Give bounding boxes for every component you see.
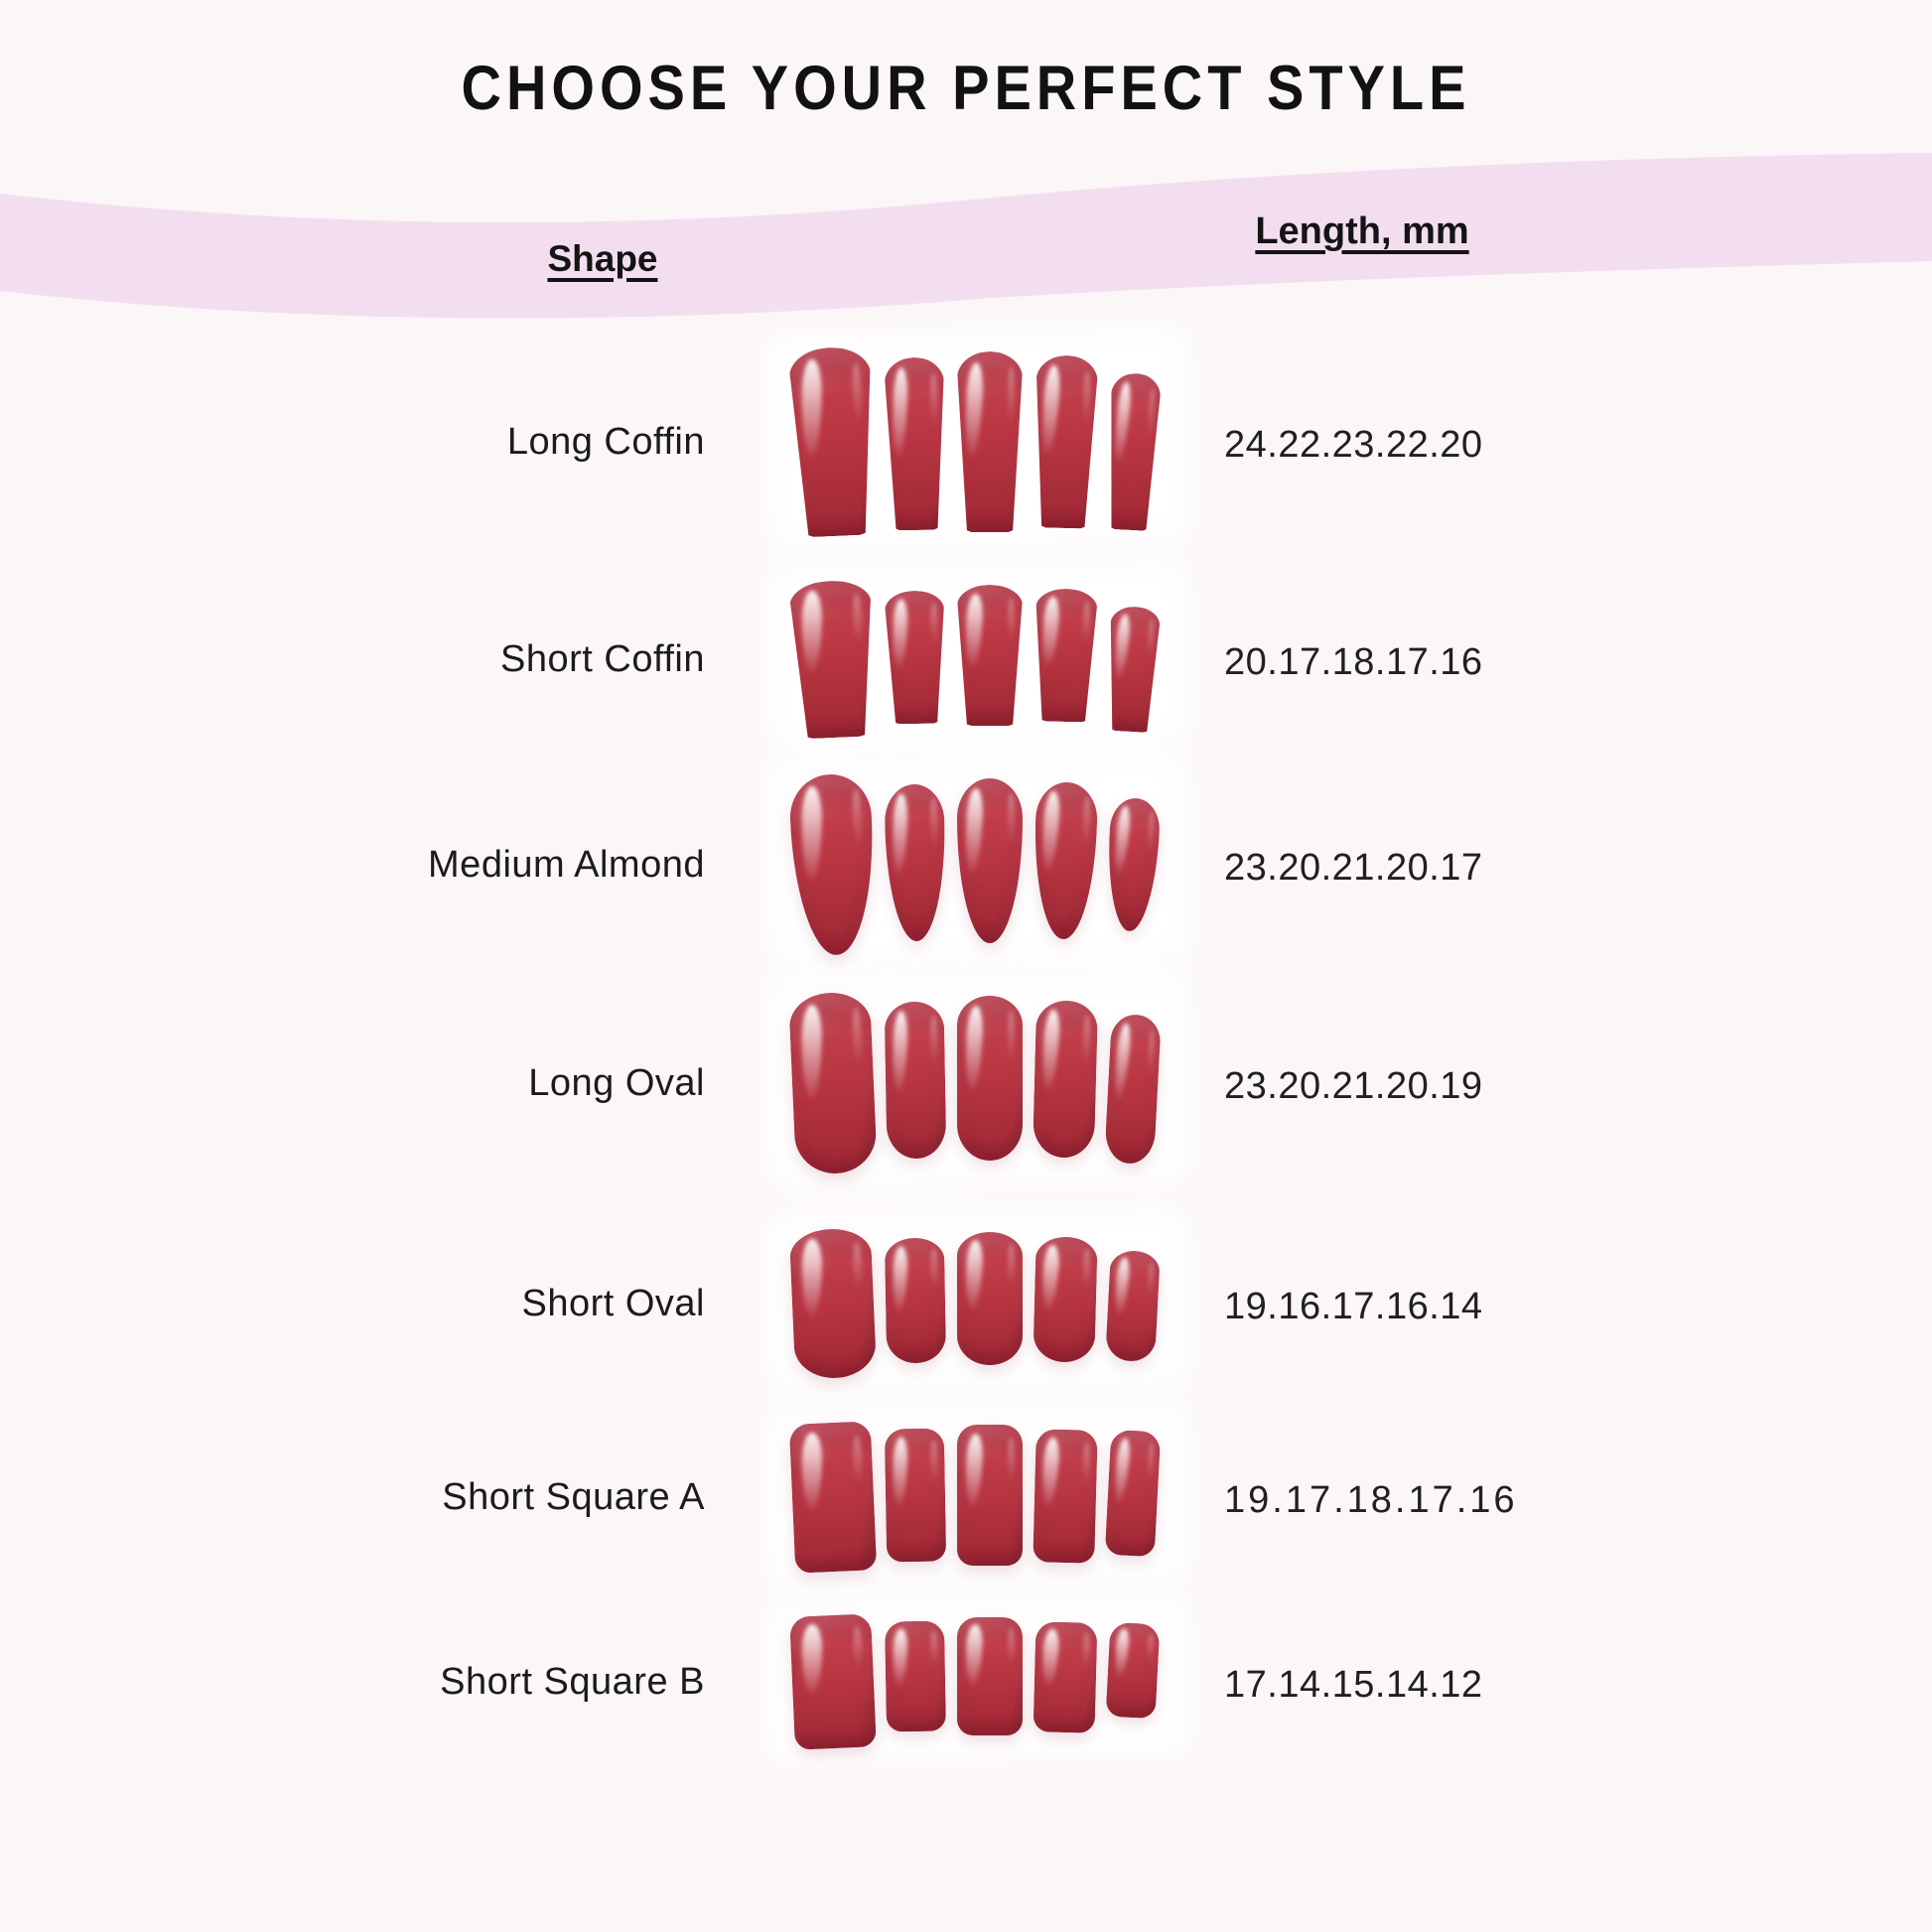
page-title: CHOOSE YOUR PERFECT STYLE — [461, 53, 1471, 123]
nail-graphic-oval — [1032, 1000, 1099, 1159]
nail-graphic-square — [957, 1425, 1023, 1566]
nail-graphic-oval — [1105, 1249, 1161, 1363]
shape-name-label: Medium Almond — [428, 843, 705, 886]
nail-graphic-square — [788, 1421, 878, 1574]
length-values: 23.20.21.20.17 — [1224, 846, 1483, 889]
style-row: Short Square A 19.17.18.17.16 — [0, 1400, 1932, 1587]
nail-graphic-oval — [1104, 1013, 1162, 1166]
shape-name-label: Long Oval — [528, 1061, 705, 1104]
nail-graphic-oval — [957, 996, 1023, 1161]
length-values: 19.16.17.16.14 — [1224, 1285, 1483, 1327]
nail-set-photo — [764, 1206, 1193, 1393]
nail-graphic-oval — [884, 1237, 947, 1364]
nail-graphic-square — [885, 1620, 946, 1732]
nail-graphic-oval — [788, 1227, 878, 1380]
nail-set-photo — [763, 752, 1194, 970]
length-values: 24.22.23.22.20 — [1224, 423, 1483, 466]
style-row: Short Coffin 20.17.18.17.16 — [0, 558, 1932, 753]
nail-graphic-square — [1105, 1621, 1161, 1720]
nail-graphic-square — [884, 1428, 947, 1563]
nail-graphic-oval — [884, 1001, 947, 1160]
style-row: Short Oval 19.16.17.16.14 — [0, 1206, 1932, 1393]
nail-set-photo — [764, 558, 1193, 753]
nail-graphic-coffin — [957, 351, 1023, 532]
nail-graphic-oval — [788, 991, 878, 1175]
shape-name-label: Long Coffin — [506, 420, 705, 463]
shape-name-label: Short Square A — [442, 1475, 705, 1518]
style-row: Short Square B 17.14.15.14.12 — [0, 1592, 1932, 1763]
nail-graphic-oval — [1033, 1236, 1098, 1363]
length-values: 17.14.15.14.12 — [1224, 1663, 1483, 1706]
shape-name-label: Short Coffin — [500, 637, 705, 680]
style-row: Long Coffin 24.22.23.22.20 — [0, 325, 1932, 551]
nail-graphic-square — [1104, 1429, 1162, 1558]
nail-set-photo — [764, 1592, 1193, 1763]
nail-graphic-oval — [957, 1232, 1023, 1365]
length-values: 19.17.18.17.16 — [1224, 1478, 1518, 1521]
header-wave-band — [0, 153, 1932, 319]
length-values: 23.20.21.20.19 — [1224, 1064, 1483, 1107]
nail-graphic-square — [1033, 1429, 1098, 1564]
shape-name-label: Short Oval — [521, 1282, 705, 1324]
nail-graphic-coffin — [957, 585, 1023, 726]
nail-set-photo — [763, 970, 1194, 1188]
column-header-shape: Shape — [547, 238, 658, 279]
nail-graphic-square — [957, 1617, 1023, 1735]
nail-graphic-square — [1033, 1621, 1098, 1733]
wave-shape — [0, 153, 1932, 319]
length-values: 20.17.18.17.16 — [1224, 640, 1483, 683]
style-row: Medium Almond 23.20.21.20.17 — [0, 752, 1932, 970]
nail-set-photo — [764, 1400, 1193, 1587]
column-header-length: Length, mm — [1255, 210, 1469, 252]
nail-set-photo — [763, 325, 1194, 551]
shape-name-label: Short Square B — [440, 1660, 705, 1703]
style-row: Long Oval 23.20.21.20.19 — [0, 970, 1932, 1188]
nail-graphic-square — [789, 1613, 877, 1750]
